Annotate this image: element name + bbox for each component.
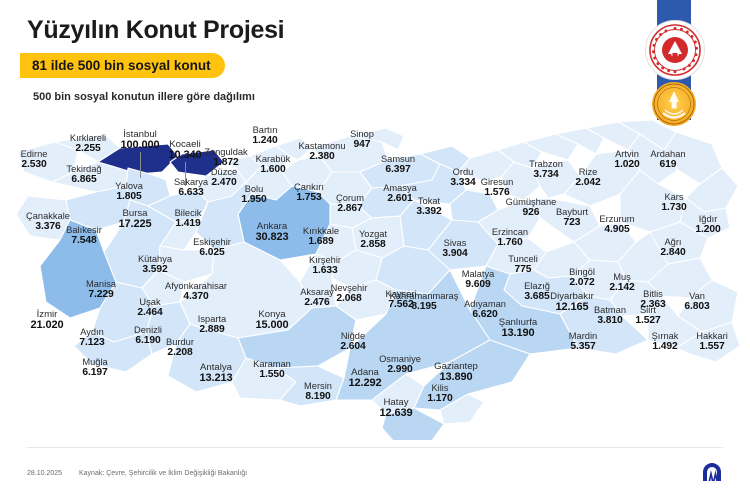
footer-divider (27, 447, 723, 448)
ministry-emblem-icon (645, 20, 705, 80)
turkey-choropleth-map: .p{stroke:#ffffff;stroke-width:1.1;strok… (0, 110, 750, 440)
aa-logo-icon (700, 462, 724, 482)
headline-badge-label: 81 ilde 500 bin sosyal konut (32, 58, 211, 73)
label-leader-line (185, 162, 186, 186)
page-title: Yüzyılın Konut Projesi (27, 16, 285, 44)
chart-subtitle: 500 bin sosyal konutun illere göre dağıl… (33, 91, 255, 103)
label-leader-line (140, 152, 141, 178)
publish-date: 28.10.2025 (27, 470, 63, 477)
project-emblem-icon (652, 82, 696, 126)
headline-badge: 81 ilde 500 bin sosyal konut (20, 53, 225, 78)
source-attribution: Kaynak: Çevre, Şehircilik ve İklim Değiş… (79, 470, 248, 477)
